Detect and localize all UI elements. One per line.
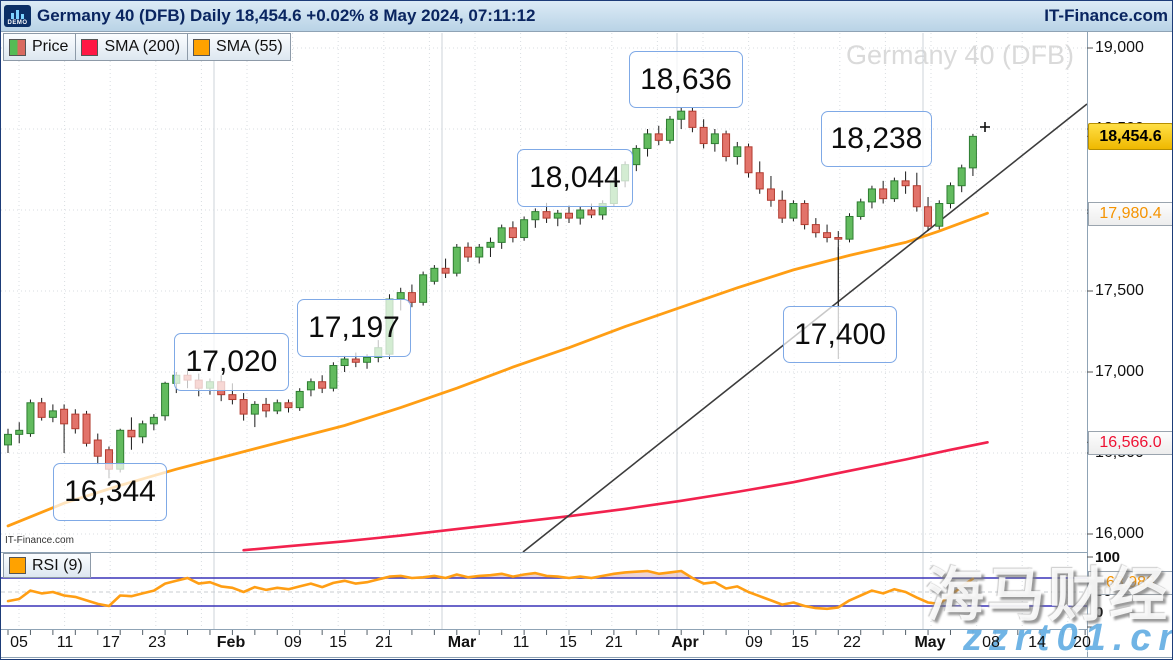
symbol-watermark: Germany 40 (DFB) (845, 40, 1074, 70)
x-axis-label: 11 (56, 634, 74, 651)
x-axis-label-month: Feb (216, 634, 246, 651)
x-axis-label: 17 (102, 634, 120, 651)
x-axis-label-month: Mar (447, 634, 477, 651)
x-axis-label: 09 (745, 634, 763, 651)
x-axis-label-month: Apr (671, 634, 699, 651)
x-axis-label-month: May (914, 634, 946, 651)
rsi-value-badge: 68.983 (1088, 571, 1172, 595)
brand-link[interactable]: IT-Finance.com (1044, 6, 1168, 25)
x-axis-label: 15 (329, 634, 347, 651)
price-callout: 18,044 (517, 149, 633, 207)
rsi-legend-row: RSI (9) (3, 553, 91, 578)
x-axis-label: 08 (982, 634, 1000, 651)
rsi-axis-label: 100 (1095, 549, 1121, 566)
legend-price-label: Price (32, 38, 69, 55)
sma200-swatch-icon (81, 38, 99, 56)
x-axis-label: 15 (559, 634, 577, 651)
legend-row: Price SMA (200) SMA (55) (3, 33, 291, 61)
x-axis-label: 21 (375, 634, 393, 651)
title-bar: DEMO Germany 40 (DFB) Daily 18,454.6 +0.… (1, 1, 1172, 32)
chart-title: Germany 40 (DFB) Daily 18,454.6 +0.02% 8… (37, 6, 536, 25)
last-price-badge: 18,454.6 (1088, 123, 1172, 151)
price-callout: 16,344 (53, 463, 167, 521)
sma55-price-badge: 17,980.4 (1088, 202, 1172, 227)
demo-label: DEMO (7, 20, 28, 26)
x-axis-label: 09 (284, 634, 302, 651)
x-axis-label: 14 (1028, 634, 1046, 651)
rsi-axis-label: 0 (1095, 604, 1104, 621)
x-axis-label: 23 (148, 634, 166, 651)
y-axis-label: 17,500 (1095, 282, 1144, 299)
price-swatch-icon (9, 38, 26, 56)
price-callout: 18,238 (821, 111, 932, 167)
price-callout: 18,636 (629, 51, 743, 108)
legend-rsi-label: RSI (9) (32, 556, 83, 574)
site-watermark-small: IT-Finance.com (5, 535, 74, 546)
x-axis-label: 11 (512, 634, 530, 651)
price-callout: 17,020 (174, 333, 289, 391)
x-axis-label: 21 (605, 634, 623, 651)
legend-sma200-button[interactable]: SMA (200) (75, 33, 189, 61)
price-callout: 17,197 (297, 299, 411, 357)
rsi-swatch-icon (9, 557, 26, 574)
x-axis-label: 05 (10, 634, 28, 651)
legend-rsi-button[interactable]: RSI (9) (3, 553, 91, 578)
x-axis-label: 22 (843, 634, 861, 651)
x-axis-label: 20 (1073, 634, 1091, 651)
sma55-swatch-icon (193, 38, 211, 56)
mini-candles-icon (11, 10, 24, 19)
y-axis-label: 17,000 (1095, 363, 1144, 380)
y-axis-label: 16,000 (1095, 525, 1144, 542)
price-callout: 17,400 (783, 306, 897, 363)
legend-sma200-label: SMA (200) (104, 38, 181, 55)
x-axis-label: 15 (791, 634, 809, 651)
y-axis-label: 19,000 (1095, 39, 1144, 56)
demo-badge: DEMO (4, 5, 31, 27)
legend-sma55-button[interactable]: SMA (55) (187, 33, 291, 61)
sma200-price-badge: 16,566.0 (1088, 431, 1172, 456)
legend-price-button[interactable]: Price (3, 33, 77, 61)
legend-sma55-label: SMA (55) (216, 38, 283, 55)
